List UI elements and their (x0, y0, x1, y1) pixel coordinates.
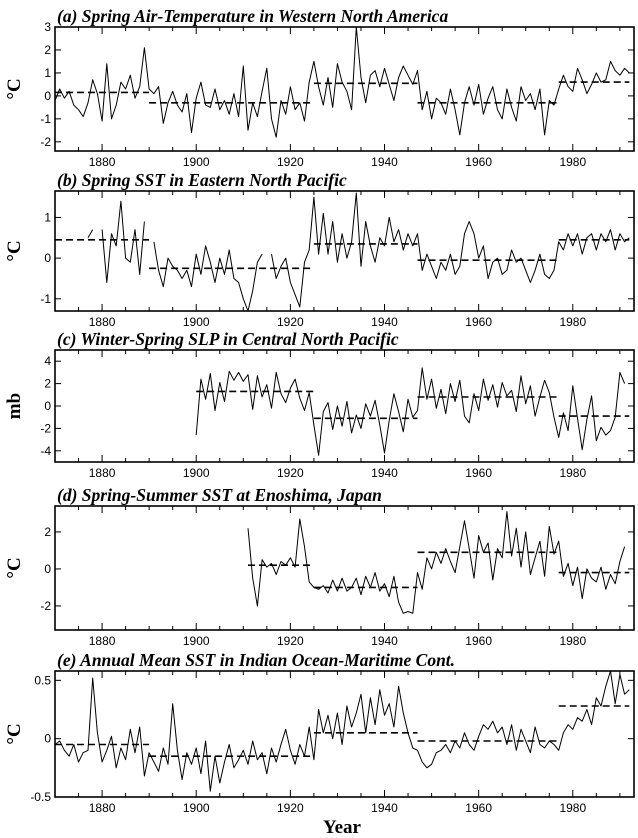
x-tick-label: 1900 (183, 634, 210, 648)
y-tick-label: -2 (40, 599, 51, 613)
panel-title: (c) Winter-Spring SLP in Central North P… (57, 329, 399, 349)
panel-title: (d) Spring-Summer SST at Enoshima, Japan (57, 485, 382, 505)
y-tick-label: 0 (44, 89, 51, 103)
x-tick-label: 1940 (371, 634, 398, 648)
x-tick-label: 1880 (89, 801, 116, 815)
series-line (247, 511, 626, 614)
panel-d: (d) Spring-Summer SST at Enoshima, Japan… (4, 485, 635, 648)
y-tick-label: 0 (44, 732, 51, 746)
x-tick-label: 1900 (183, 155, 210, 169)
panel-title: (b) Spring SST in Eastern North Pacific (57, 170, 347, 190)
x-tick-label: 1980 (559, 466, 586, 480)
y-tick-label: 0 (44, 399, 51, 413)
x-axis-label: Year (323, 817, 362, 838)
x-tick-label: 1980 (559, 801, 586, 815)
panel-a: (a) Spring Air-Temperature in Western No… (4, 6, 635, 169)
series-line (153, 241, 263, 312)
x-tick-label: 1920 (277, 466, 304, 480)
x-tick-label: 1920 (277, 801, 304, 815)
panel-c: (c) Winter-Spring SLP in Central North P… (4, 329, 635, 480)
y-tick-label: -2 (40, 135, 51, 149)
x-tick-label: 1920 (277, 315, 304, 329)
plot-frame (54, 349, 635, 463)
y-tick-label: 4 (44, 354, 51, 368)
series-line (87, 229, 94, 239)
x-tick-label: 1960 (465, 315, 492, 329)
x-tick-label: 1880 (89, 315, 116, 329)
x-tick-label: 1980 (559, 315, 586, 329)
y-tick-label: 2 (44, 43, 51, 57)
y-tick-label: 0.5 (34, 673, 51, 687)
series-line (101, 200, 145, 283)
panel-title: (a) Spring Air-Temperature in Western No… (57, 6, 448, 26)
x-tick-label: 1900 (183, 315, 210, 329)
x-tick-label: 1880 (89, 634, 116, 648)
y-tick-label: 0 (44, 562, 51, 576)
x-tick-label: 1940 (371, 315, 398, 329)
y-axis-label: mb (4, 393, 25, 419)
plot-frame (54, 505, 635, 631)
y-tick-label: 0 (44, 251, 51, 265)
x-tick-label: 1960 (465, 155, 492, 169)
y-tick-label: 1 (44, 66, 51, 80)
y-tick-label: 2 (44, 525, 51, 539)
plot-frame (54, 190, 635, 312)
x-tick-label: 1960 (465, 801, 492, 815)
y-axis-label: °C (4, 723, 25, 744)
x-tick-label: 1980 (559, 634, 586, 648)
x-tick-label: 1940 (371, 466, 398, 480)
x-tick-label: 1900 (183, 466, 210, 480)
y-tick-label: 1 (44, 210, 51, 224)
x-tick-label: 1900 (183, 801, 210, 815)
x-tick-label: 1960 (465, 466, 492, 480)
y-tick-label: 2 (44, 377, 51, 391)
x-tick-label: 1920 (277, 634, 304, 648)
y-tick-label: -0.5 (30, 790, 51, 804)
plot-frame (54, 670, 635, 798)
plot-frame (54, 26, 635, 152)
x-tick-label: 1940 (371, 155, 398, 169)
series-line (271, 192, 630, 308)
panel-title: (e) Annual Mean SST in Indian Ocean-Mari… (57, 650, 455, 670)
panel-b: (b) Spring SST in Eastern North Pacific °… (4, 170, 635, 329)
series-line (54, 670, 630, 792)
y-tick-label: 3 (44, 20, 51, 34)
series-line (54, 26, 630, 138)
x-tick-label: 1920 (277, 155, 304, 169)
x-tick-label: 1940 (371, 801, 398, 815)
y-tick-label: -1 (40, 112, 51, 126)
series-line (195, 367, 626, 456)
panels: (a) Spring Air-Temperature in Western No… (4, 6, 635, 815)
y-tick-label: -2 (40, 421, 51, 435)
x-tick-label: 1880 (89, 466, 116, 480)
y-axis-label: °C (4, 240, 25, 261)
x-tick-label: 1980 (559, 155, 586, 169)
y-tick-label: -1 (40, 292, 51, 306)
y-axis-label: °C (4, 78, 25, 99)
panel-e: (e) Annual Mean SST in Indian Ocean-Mari… (4, 650, 635, 815)
y-tick-label: -4 (40, 444, 51, 458)
x-tick-label: 1960 (465, 634, 492, 648)
y-axis-label: °C (4, 557, 25, 578)
x-tick-label: 1880 (89, 155, 116, 169)
